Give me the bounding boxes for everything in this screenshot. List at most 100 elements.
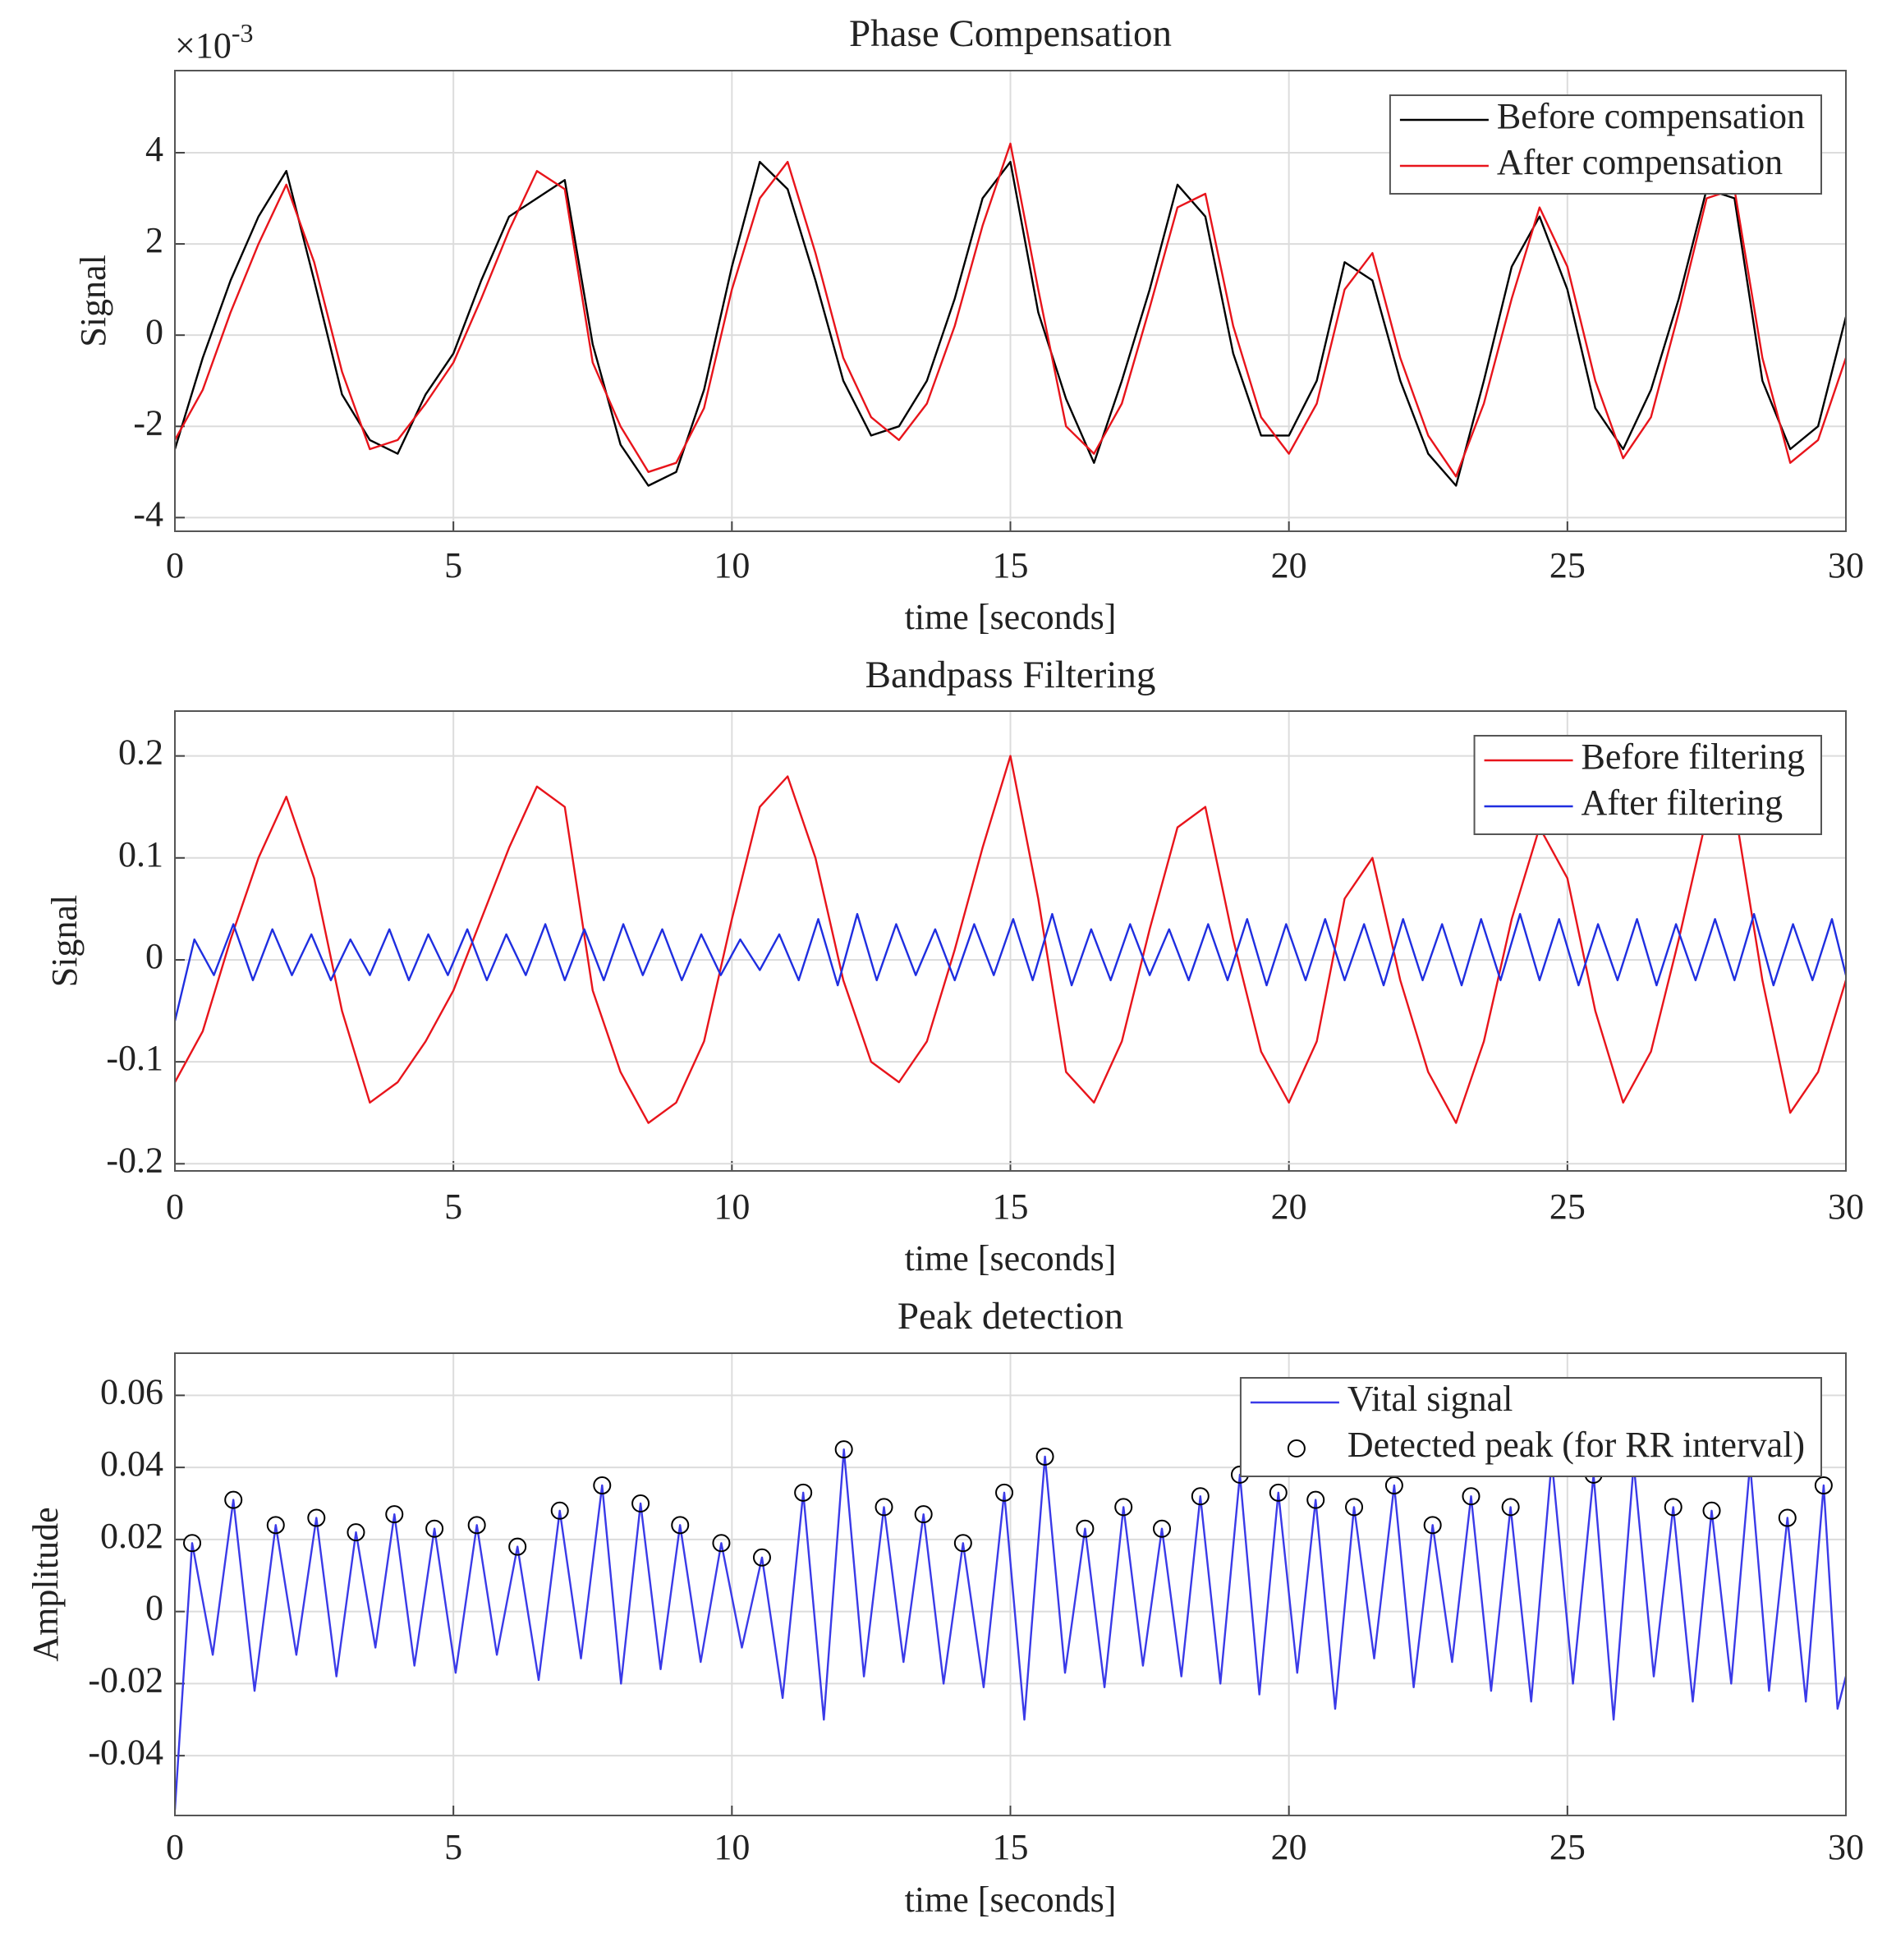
legend: Vital signal Detected peak (for RR interv… <box>1239 1377 1822 1477</box>
x-tick-label: 15 <box>993 1187 1029 1227</box>
y-tick-label: 2 <box>145 220 163 260</box>
x-tick-label: 25 <box>1549 1187 1586 1227</box>
peak-marker <box>1306 1490 1325 1509</box>
peak-marker <box>183 1534 202 1553</box>
legend-box <box>1389 94 1822 195</box>
peak-marker <box>953 1534 972 1553</box>
chart-title: Bandpass Filtering <box>865 654 1156 696</box>
y-axis-label: Signal <box>44 895 85 987</box>
x-tick-label: 30 <box>1828 1187 1864 1227</box>
peak-marker <box>1501 1498 1520 1517</box>
peak-marker <box>467 1516 486 1535</box>
x-axis-label: time [seconds] <box>905 597 1117 637</box>
legend-box <box>1473 735 1822 835</box>
multiplier-base: ×10 <box>175 25 232 66</box>
peak-marker <box>508 1537 527 1556</box>
peak-marker <box>266 1516 285 1535</box>
y-tick-label: -0.02 <box>88 1659 163 1700</box>
multiplier-exponent: -3 <box>232 18 254 48</box>
x-axis-label: time [seconds] <box>905 1238 1117 1278</box>
y-tick-label: 0 <box>145 936 163 976</box>
series-line <box>175 1448 1846 1811</box>
series-line <box>175 142 1846 478</box>
legend-label: Before compensation <box>1497 96 1805 136</box>
x-tick-label: 15 <box>993 1827 1029 1867</box>
y-tick-label: -0.1 <box>106 1038 163 1078</box>
y-tick-label: -0.2 <box>106 1140 163 1180</box>
x-tick-label: 25 <box>1549 1827 1586 1867</box>
legend-label: Detected peak (for RR interval) <box>1347 1425 1805 1465</box>
y-tick-label: 0.04 <box>100 1444 163 1484</box>
legend-label: Before filtering <box>1582 737 1805 777</box>
legend: Before compensation After compensation <box>1389 94 1822 195</box>
peak-marker <box>385 1505 404 1524</box>
peak-marker <box>1035 1447 1054 1466</box>
peak-marker <box>1423 1516 1442 1535</box>
x-tick-label: 10 <box>714 545 750 585</box>
peak-marker <box>631 1494 650 1512</box>
y-tick-label: -2 <box>133 402 163 443</box>
chart-title: Phase Compensation <box>849 12 1172 55</box>
legend-label: After filtering <box>1582 783 1784 823</box>
axes-box <box>174 1352 1847 1816</box>
peak-marker <box>1269 1483 1288 1502</box>
x-tick-label: 0 <box>166 1827 184 1867</box>
x-tick-label: 30 <box>1828 545 1864 585</box>
y-tick-label: 0.06 <box>100 1371 163 1411</box>
peak-marker <box>224 1490 243 1509</box>
plot-lines <box>175 755 1846 1124</box>
x-tick-label: 20 <box>1271 545 1307 585</box>
legend-label: Vital signal <box>1347 1379 1513 1419</box>
series-line <box>175 160 1846 487</box>
peak-marker <box>1114 1498 1133 1517</box>
chart-title: Peak detection <box>898 1295 1123 1338</box>
peak-marker <box>1384 1476 1403 1495</box>
peak-marker <box>1462 1487 1481 1506</box>
peak-marker <box>752 1548 771 1567</box>
peak-marker <box>914 1505 933 1524</box>
peak-marker <box>671 1516 690 1535</box>
y-tick-label: 0.2 <box>118 732 163 773</box>
x-tick-label: 15 <box>993 545 1029 585</box>
x-axis-label: time [seconds] <box>905 1880 1117 1920</box>
peak-marker <box>1702 1501 1721 1520</box>
x-tick-label: 10 <box>714 1827 750 1867</box>
series-line <box>175 912 1846 1021</box>
axes-box <box>174 710 1847 1172</box>
y-tick-label: -0.04 <box>88 1732 163 1772</box>
plot-lines <box>175 142 1846 487</box>
peak-marker <box>1814 1476 1833 1495</box>
legend-box <box>1239 1377 1822 1477</box>
legend: Before filtering After filtering <box>1473 735 1822 835</box>
x-tick-label: 20 <box>1271 1187 1307 1227</box>
peak-marker <box>593 1476 612 1495</box>
peak-marker <box>1076 1519 1095 1538</box>
x-tick-label: 25 <box>1549 545 1586 585</box>
y-tick-label: 0.02 <box>100 1516 163 1556</box>
peak-marker <box>425 1519 444 1538</box>
peak-marker <box>875 1498 893 1517</box>
y-axis-label: Amplitude <box>25 1507 66 1661</box>
legend-marker <box>1287 1439 1306 1457</box>
y-multiplier: ×10-3 <box>175 18 253 66</box>
peak-marker <box>995 1483 1014 1502</box>
peak-marker <box>347 1523 365 1542</box>
peak-marker <box>834 1440 853 1459</box>
y-tick-label: -4 <box>133 493 163 534</box>
plot-lines <box>175 1440 1846 1811</box>
x-tick-label: 0 <box>166 1187 184 1227</box>
peak-marker <box>1153 1519 1172 1538</box>
x-tick-label: 5 <box>444 1187 462 1227</box>
peak-marker <box>794 1483 813 1502</box>
y-tick-label: 4 <box>145 129 163 169</box>
axes-box <box>174 70 1847 532</box>
x-tick-label: 10 <box>714 1187 750 1227</box>
peak-marker <box>1778 1508 1797 1527</box>
legend-label: After compensation <box>1497 142 1783 182</box>
y-tick-label: 0 <box>145 311 163 351</box>
y-tick-label: 0.1 <box>118 834 163 874</box>
x-tick-label: 20 <box>1271 1827 1307 1867</box>
x-tick-label: 5 <box>444 545 462 585</box>
series-line <box>175 755 1846 1124</box>
x-tick-label: 5 <box>444 1827 462 1867</box>
